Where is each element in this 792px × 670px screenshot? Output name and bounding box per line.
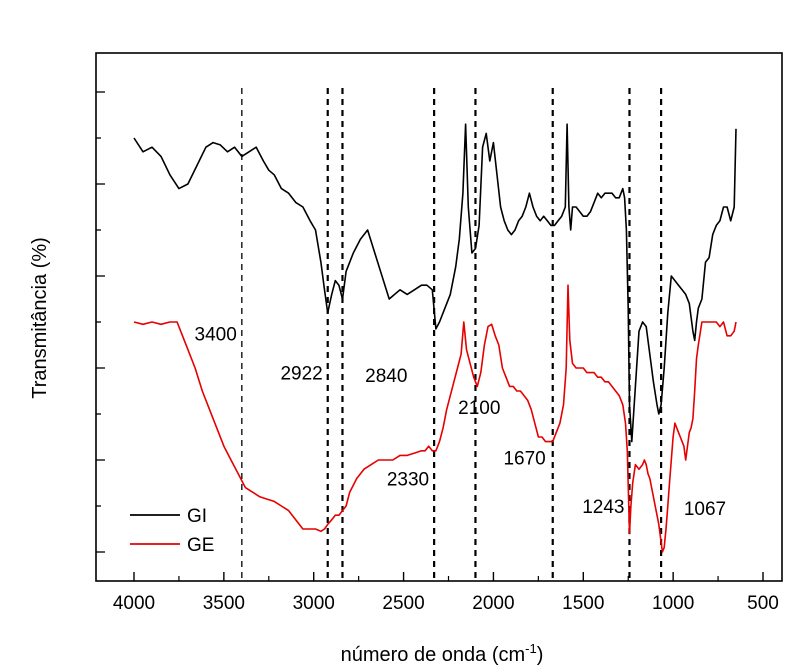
peak-label: 1670 xyxy=(503,449,545,470)
x-tick-label: 2500 xyxy=(382,593,424,614)
peak-label: 1067 xyxy=(684,499,726,520)
series-lines xyxy=(133,123,737,553)
peak-label: 2100 xyxy=(458,398,500,419)
y-axis-label: Transmitância (%) xyxy=(29,237,51,399)
plot-frame xyxy=(95,52,783,582)
peak-label: 2840 xyxy=(365,366,407,387)
x-tick-label: 3500 xyxy=(203,593,245,614)
legend: GI GE xyxy=(130,506,214,556)
peak-label: 2922 xyxy=(280,364,322,385)
x-axis-label: número de onda (cm-1) xyxy=(341,641,544,666)
x-tick-label: 2000 xyxy=(472,593,514,614)
x-axis-label-main: número de onda (cm xyxy=(341,644,526,666)
legend-label: GE xyxy=(187,535,214,556)
x-axis-label-superscript: -1 xyxy=(525,641,537,656)
peak-label: 1243 xyxy=(582,497,624,518)
x-tick-label: 500 xyxy=(747,593,779,614)
x-tick-label: 4000 xyxy=(113,593,155,614)
x-axis-label-end: ) xyxy=(537,644,544,666)
reference-lines xyxy=(241,88,663,583)
peak-label: 2330 xyxy=(387,469,429,490)
x-tick-label: 3000 xyxy=(293,593,335,614)
series-line-gi xyxy=(133,123,737,443)
peak-label: 3400 xyxy=(195,324,237,345)
x-tick-label: 1000 xyxy=(652,593,694,614)
peak-labels: 3400 2922 2840 2330 2100 1670 1243 1067 xyxy=(195,324,727,520)
axis-ticks: 4000 3500 3000 2500 2000 1500 1000 500 xyxy=(96,91,779,614)
legend-label: GI xyxy=(187,506,207,527)
x-tick-label: 1500 xyxy=(562,593,604,614)
series-line-ge xyxy=(133,284,737,553)
